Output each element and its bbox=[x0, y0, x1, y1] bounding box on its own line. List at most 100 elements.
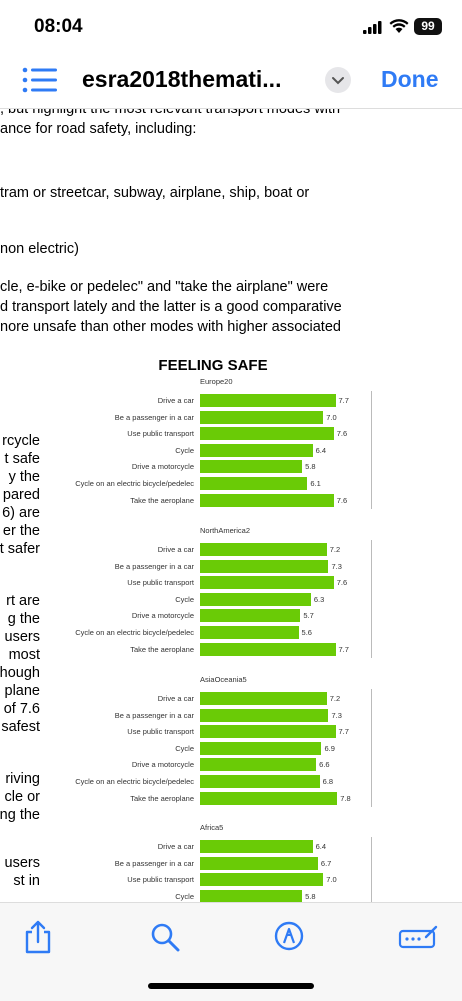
chart-group-label: Europe20 bbox=[200, 377, 233, 386]
chart-category-label: Drive a car bbox=[157, 842, 194, 851]
chart-category-label: Be a passenger in a car bbox=[114, 412, 194, 422]
chart-value-label: 7.3 bbox=[331, 710, 342, 720]
chart-category-label: Take the aeroplane bbox=[130, 644, 194, 654]
doc-text-fragment: er the bbox=[2, 523, 40, 539]
status-bar: 08:04 99 bbox=[0, 0, 462, 52]
document-title: esra2018themati... bbox=[82, 66, 282, 92]
chart-value-label: 6.4 bbox=[315, 842, 327, 851]
doc-text-fragment: t safer bbox=[0, 541, 40, 557]
chart-category-label: Take the aeroplane bbox=[130, 793, 194, 803]
chart-bar bbox=[200, 708, 329, 722]
doc-text-fragment: most bbox=[8, 647, 40, 663]
chart-bar bbox=[200, 642, 336, 656]
chart-value-label: 7.6 bbox=[336, 578, 348, 588]
chart-bar bbox=[200, 576, 334, 590]
doc-text-fragment: riving bbox=[5, 771, 40, 787]
chart-title: FEELING SAFE bbox=[158, 357, 268, 374]
chart-bar bbox=[200, 873, 324, 887]
chart-bar bbox=[200, 741, 322, 755]
done-button[interactable]: Done bbox=[381, 66, 439, 92]
chart-category-label: Drive a motorcycle bbox=[131, 760, 194, 770]
chart-category-label: Use public transport bbox=[127, 875, 194, 885]
chart-bar bbox=[200, 559, 329, 573]
chart-value-label: 5.8 bbox=[305, 462, 316, 472]
chart-category-label: Drive a motorcycle bbox=[131, 462, 194, 472]
doc-text-fragment: plane bbox=[4, 683, 40, 699]
battery-icon: 99 bbox=[414, 18, 442, 35]
chart-category-label: Cycle bbox=[175, 743, 194, 753]
chart-category-label: Cycle bbox=[175, 445, 194, 455]
document-page: , but highlight the most relevant transp… bbox=[0, 109, 462, 902]
chart-value-label: 5.6 bbox=[301, 628, 312, 637]
chart-category-label: Cycle on an electric bicycle/pedelec bbox=[75, 777, 194, 786]
chart-category-label: Drive a car bbox=[157, 396, 194, 405]
chart-category-label: Cycle bbox=[175, 891, 194, 901]
chart-category-label: Cycle bbox=[175, 594, 194, 604]
chart-category-label: Be a passenger in a car bbox=[114, 561, 194, 571]
chart-value-label: 7.0 bbox=[326, 412, 337, 422]
chart-bar bbox=[200, 443, 313, 457]
share-icon[interactable] bbox=[22, 920, 54, 954]
chart-value-label: 7.3 bbox=[331, 561, 342, 571]
chart-bar bbox=[200, 725, 336, 739]
chart-value-label: 7.7 bbox=[338, 644, 349, 654]
title-menu-button[interactable] bbox=[325, 67, 351, 93]
chart-value-label: 5.8 bbox=[305, 891, 316, 901]
wifi-icon bbox=[389, 19, 409, 33]
chart-axis-line bbox=[371, 540, 372, 659]
chevron-down-icon bbox=[332, 77, 344, 85]
doc-text-fragment: ng the bbox=[0, 807, 40, 823]
chart-value-label: 6.1 bbox=[310, 479, 321, 488]
doc-text-line: d transport lately and the latter is a g… bbox=[0, 299, 342, 315]
chart-bar bbox=[200, 543, 327, 556]
doc-text-fragment: rt are bbox=[6, 593, 40, 609]
doc-text-fragment: st in bbox=[13, 873, 40, 889]
chart-value-label: 7.7 bbox=[338, 396, 349, 405]
chart-category-label: Be a passenger in a car bbox=[114, 710, 194, 720]
chart-bar bbox=[200, 427, 334, 441]
doc-text-line: ance for road safety, including: bbox=[0, 121, 197, 137]
doc-text-line: , but highlight the most relevant transp… bbox=[0, 109, 341, 117]
chart-bar bbox=[200, 410, 324, 424]
chart-bar bbox=[200, 692, 327, 705]
chart-bar bbox=[200, 856, 318, 870]
chart-value-label: 6.6 bbox=[319, 760, 330, 770]
doc-text-fragment: y the bbox=[8, 469, 40, 485]
doc-text-fragment: cle or bbox=[4, 789, 40, 805]
chart-bar bbox=[200, 460, 303, 474]
list-icon[interactable] bbox=[22, 66, 58, 94]
doc-text-fragment: rcycle bbox=[2, 433, 40, 449]
chart-bar bbox=[200, 394, 336, 407]
chart-bar bbox=[200, 775, 320, 788]
doc-text-line: non electric) bbox=[0, 241, 79, 257]
search-icon[interactable] bbox=[150, 922, 180, 952]
doc-text-fragment: 6) are bbox=[2, 505, 40, 521]
markup-icon[interactable] bbox=[274, 921, 304, 951]
chart-category-label: Cycle on an electric bicycle/pedelec bbox=[75, 479, 194, 488]
chart-category-label: Drive a car bbox=[157, 694, 194, 703]
doc-text-line: nore unsafe than other modes with higher… bbox=[0, 319, 341, 335]
chart-bar bbox=[200, 477, 308, 490]
chart-group-label: AsiaOceania5 bbox=[200, 675, 247, 684]
chart-axis-line bbox=[371, 689, 372, 808]
chart-bar bbox=[200, 889, 303, 902]
chart-value-label: 5.7 bbox=[303, 611, 314, 621]
chart-bar bbox=[200, 626, 299, 639]
chart-value-label: 7.7 bbox=[338, 727, 349, 737]
chart-value-label: 7.2 bbox=[329, 694, 341, 703]
chart-bar bbox=[200, 840, 313, 853]
chart-group-label: NorthAmerica2 bbox=[200, 526, 251, 535]
chart-category-label: Drive a car bbox=[157, 545, 194, 554]
form-icon[interactable] bbox=[398, 925, 438, 949]
chart-bar bbox=[200, 592, 311, 606]
chart-value-label: 7.6 bbox=[336, 495, 348, 505]
chart-value-label: 6.3 bbox=[313, 594, 325, 604]
chart-value-label: 6.4 bbox=[315, 445, 327, 455]
chart-bar bbox=[200, 609, 301, 623]
chart-category-label: Be a passenger in a car bbox=[114, 858, 194, 868]
status-time: 08:04 bbox=[34, 16, 83, 37]
navigation-bar bbox=[0, 52, 462, 109]
chart-value-label: 6.7 bbox=[320, 858, 332, 868]
chart-category-label: Use public transport bbox=[127, 429, 194, 439]
chart-bar bbox=[200, 493, 334, 507]
